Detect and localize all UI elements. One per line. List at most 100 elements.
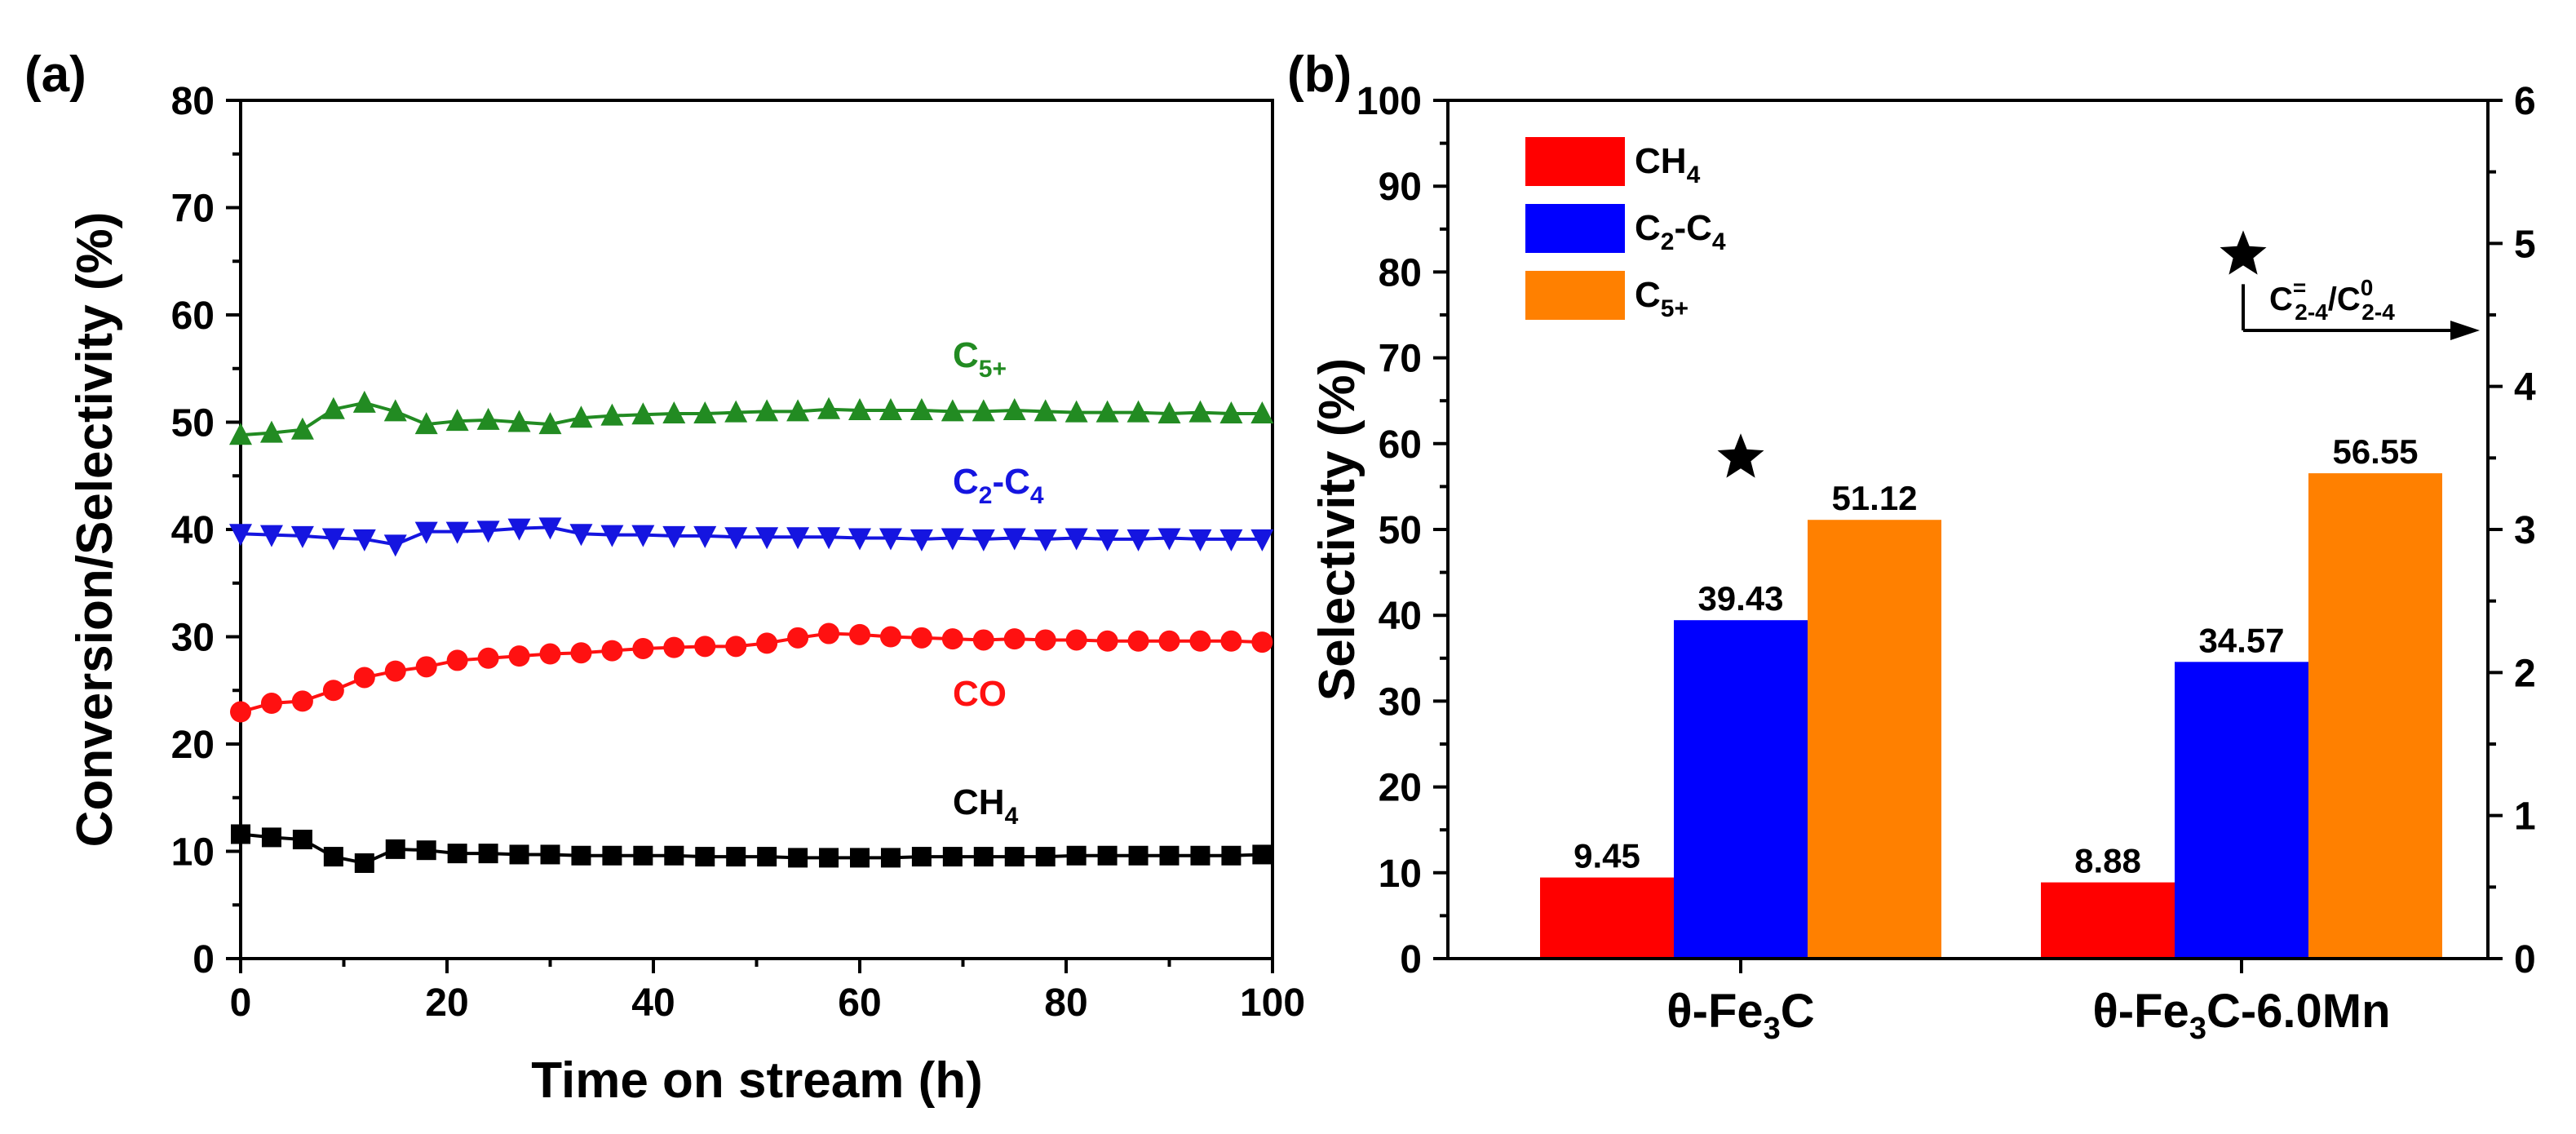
data-point [756, 632, 778, 654]
data-point [446, 649, 468, 671]
panel-label-a: (a) [24, 47, 86, 103]
data-point [724, 527, 748, 550]
data-point [1188, 529, 1212, 551]
data-point [600, 525, 624, 547]
data-point [1158, 630, 1180, 652]
y2-tick-label-b: 6 [2514, 80, 2536, 123]
series-C5+ [229, 390, 1274, 445]
data-point [849, 623, 870, 645]
x-tick-label-a: 0 [230, 981, 252, 1025]
series-line [240, 631, 1263, 714]
data-point [788, 848, 808, 868]
data-point [416, 840, 436, 861]
legend-label-C2-C4: C2-C4 [1635, 208, 1726, 255]
data-point [910, 398, 933, 421]
data-point [259, 420, 283, 443]
y-axis-title-a: Conversion/Selectivity (%) [67, 212, 123, 848]
data-point [941, 399, 964, 422]
data-point [848, 398, 871, 421]
x-tick-label-a: 80 [1044, 981, 1087, 1025]
data-point [910, 529, 933, 551]
data-point [540, 844, 560, 865]
y-tick-label-a: 40 [171, 509, 215, 552]
data-point [631, 402, 655, 425]
data-point [1126, 400, 1150, 423]
data-point [508, 645, 530, 667]
data-point [1033, 399, 1057, 422]
series-labels-a: C5+ C2-C4 CO CH4 [953, 335, 1044, 830]
data-point [1127, 630, 1149, 652]
bar-value-label: 34.57 [2198, 621, 2284, 659]
y-tick-label-a: 30 [171, 617, 215, 660]
series-CO [230, 622, 1273, 723]
data-point [972, 629, 994, 651]
y2-tick-label-b: 1 [2514, 795, 2536, 839]
data-point [879, 626, 901, 648]
data-point [230, 701, 251, 723]
y-axis-right-b: 0 1 2 3 4 5 6 [2488, 80, 2536, 981]
data-point [725, 636, 747, 658]
data-point [1219, 401, 1243, 423]
y-tick-label-a: 20 [171, 724, 215, 767]
data-point [662, 401, 686, 423]
data-point [662, 525, 686, 548]
data-point [570, 642, 592, 664]
data-point [322, 680, 344, 702]
arrow-head-icon [2450, 321, 2480, 340]
data-point [663, 636, 685, 658]
data-point [1004, 847, 1025, 867]
data-point [539, 643, 561, 665]
y2-tick-label-b: 2 [2514, 652, 2536, 695]
ratio-star [2220, 230, 2267, 275]
data-point [757, 847, 777, 867]
data-point [1252, 844, 1273, 865]
data-point [1065, 629, 1087, 651]
data-point [664, 845, 684, 866]
data-point [817, 396, 841, 419]
data-point [1159, 845, 1180, 866]
data-point [818, 622, 840, 645]
data-point [569, 524, 593, 547]
bar-CH4 [2041, 882, 2175, 959]
y-tick-label-b: 30 [1379, 680, 1422, 724]
data-point [352, 390, 376, 413]
panel-label-b: (b) [1287, 47, 1352, 103]
bar-value-label: 8.88 [2074, 842, 2141, 880]
y-tick-label-a: 60 [171, 295, 215, 338]
data-point [1064, 528, 1088, 551]
data-point [1095, 400, 1119, 423]
data-point [290, 525, 314, 548]
data-point [478, 844, 498, 864]
data-point [941, 528, 964, 551]
legend-b: CH4 C2-C4 C5+ [1525, 137, 1726, 322]
data-point [507, 518, 531, 541]
data-point [321, 528, 345, 551]
bar-value-label: 9.45 [1573, 837, 1640, 875]
data-point [571, 845, 591, 866]
data-point [973, 847, 994, 867]
data-point [476, 520, 500, 543]
data-point [261, 827, 281, 848]
y-axis-left-b: 0 10 20 30 40 50 60 70 80 90 100 [1357, 80, 1448, 981]
data-point [694, 636, 716, 658]
data-point [507, 410, 531, 432]
data-point [1251, 631, 1273, 653]
data-point [972, 529, 995, 551]
data-point [415, 656, 437, 678]
data-point [259, 525, 283, 547]
data-point [848, 528, 871, 551]
y2-tick-label-b: 4 [2514, 366, 2536, 410]
data-point [414, 412, 438, 435]
data-point [1250, 401, 1274, 423]
series-line [240, 401, 1263, 437]
y-tick-label-b: 90 [1379, 166, 1422, 209]
data-point [726, 847, 746, 867]
data-point [693, 525, 717, 548]
legend-label-CH4: CH4 [1635, 141, 1701, 188]
data-point [291, 690, 313, 712]
legend-swatch-C2-C4 [1525, 204, 1625, 253]
data-point [786, 399, 810, 422]
data-point [972, 399, 995, 422]
